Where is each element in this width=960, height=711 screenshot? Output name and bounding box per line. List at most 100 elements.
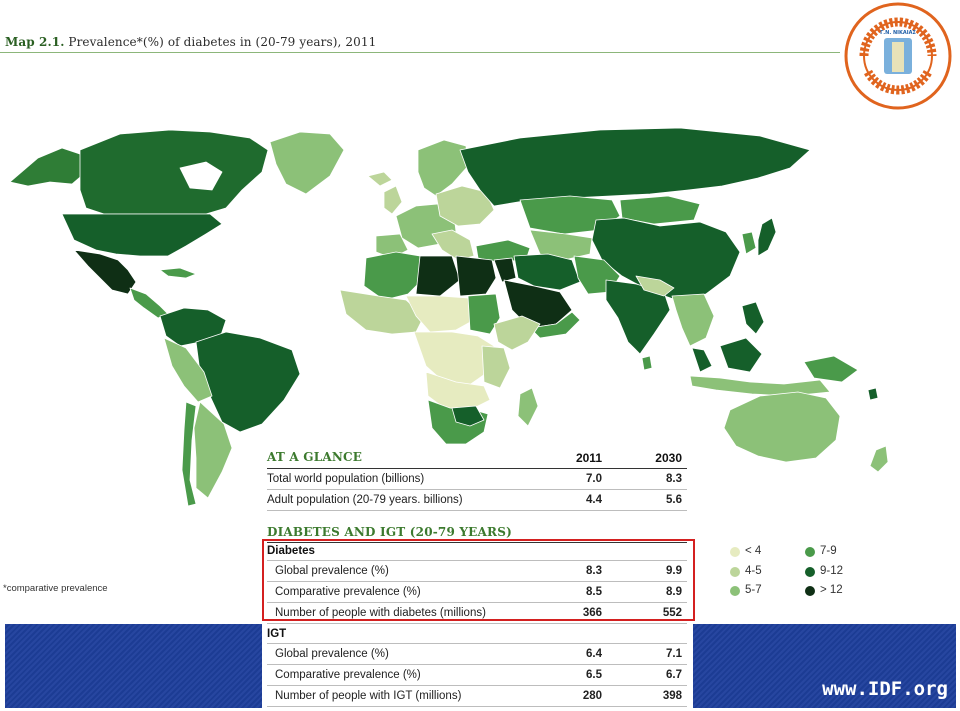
legend-swatch (805, 586, 815, 596)
idf-url[interactable]: www.IDF.org (822, 678, 948, 700)
map-region-argentina (193, 401, 233, 499)
map-region-papua-new-guinea (803, 355, 859, 383)
map-region-east-africa (481, 345, 511, 389)
map-region-usa (61, 213, 223, 257)
row-value-2030: 7.1 (666, 648, 682, 660)
footnote: *comparative prevalence (3, 583, 108, 594)
row-value-2030: 552 (662, 607, 682, 619)
map-region-new-zealand (869, 445, 889, 473)
map-region-libya (415, 255, 461, 297)
row-value-2030: 5.6 (666, 494, 682, 506)
map-region-japan (757, 217, 777, 257)
legend-label: 9-12 (820, 565, 844, 577)
legend-label: < 4 (745, 545, 762, 557)
map-title-text: Prevalence*(%) of diabetes in (20-79 yea… (68, 35, 377, 49)
map-region-madagascar (517, 387, 539, 427)
legend-label: 4-5 (745, 565, 762, 577)
map-region-central-africa (413, 331, 495, 387)
map-region-eastern-europe (435, 185, 495, 227)
row-label: Total world population (billions) (267, 473, 425, 485)
map-region-philippines (741, 301, 765, 335)
map-region-morocco-algeria (363, 251, 425, 301)
legend-label: > 12 (820, 584, 843, 596)
row-label: Number of people with IGT (millions) (275, 690, 462, 702)
table-row: Number of people with IGT (millions) 280… (267, 686, 687, 707)
map-region-italy-balkans (431, 229, 475, 261)
map-region-nepal-bangladesh (635, 275, 675, 297)
map-region-levant (493, 257, 517, 283)
map-region-angola-zambia (425, 371, 491, 411)
map-region-egypt (455, 255, 497, 297)
map-number: Map 2.1. (5, 35, 65, 49)
row-value-2030: 8.9 (666, 586, 682, 598)
year-2011-header: 2011 (575, 451, 602, 465)
map-region-malaysia (691, 347, 713, 373)
row-label: Global prevalence (%) (275, 648, 389, 660)
highlight-box (262, 539, 695, 621)
legend-label: 5-7 (745, 584, 762, 596)
map-region-australia (723, 391, 841, 463)
legend-swatch (730, 547, 740, 557)
map-region-chile (181, 401, 197, 507)
map-region-sri-lanka (641, 355, 653, 371)
table-row: Total world population (billions) 7.0 8.… (267, 469, 687, 490)
map-region-zimbabwe (451, 405, 485, 427)
map-region-russia (459, 127, 811, 207)
row-value-2030: 8.3 (666, 473, 682, 485)
stats-panel: AT A GLANCE 2011 2030 Total world popula… (262, 444, 693, 711)
map-region-korea (741, 231, 757, 255)
map-title: Map 2.1. Prevalence*(%) of diabetes in (… (5, 35, 376, 49)
row-value-2011: 4.4 (586, 494, 602, 506)
row-value-2011: 366 (582, 607, 602, 619)
map-region-alaska (9, 147, 87, 187)
world-map (9, 127, 889, 507)
at-a-glance-heading: AT A GLANCE (267, 450, 363, 464)
map-region-caribbean (159, 267, 197, 279)
map-region-hudson-bay (179, 161, 223, 191)
map-region-borneo (719, 337, 763, 373)
map-region-peru-bolivia (163, 337, 213, 403)
map-region-greenland (269, 131, 345, 195)
map-region-yemen-oman (529, 311, 581, 339)
map-region-pacific-islands (867, 387, 879, 401)
map-region-canada (79, 129, 269, 215)
row-label: Comparative prevalence (%) (275, 669, 421, 681)
map-region-central-asia (529, 229, 593, 261)
row-value-2011: 6.4 (586, 648, 602, 660)
row-value-2030: 9.9 (666, 565, 682, 577)
row-value-2011: 8.3 (586, 565, 602, 577)
legend-swatch (730, 586, 740, 596)
map-region-central-america (129, 287, 169, 319)
map-region-indonesia (689, 375, 831, 397)
map-region-horn-of-africa (493, 315, 541, 351)
map-region-uk (383, 185, 403, 215)
prevalence-legend: < 4 4-5 5-7 7-9 9-12 > 12 (730, 545, 870, 605)
row-value-2011: 8.5 (586, 586, 602, 598)
legend-label: 7-9 (820, 545, 837, 557)
table-row: Adult population (20-79 years. billions)… (267, 490, 687, 511)
clinic-logo: Γ.Ν. ΝΙΚΑΙΑΣ (844, 2, 952, 110)
table-row: Global prevalence (%) 8.3 9.9 (267, 561, 687, 582)
heading-rule (267, 468, 687, 469)
title-rule (0, 52, 840, 53)
legend-swatch (730, 567, 740, 577)
table-row: Comparative prevalence (%) 6.5 6.7 (267, 665, 687, 686)
igt-subheading: IGT (267, 626, 687, 644)
table-row: Global prevalence (%) 6.4 7.1 (267, 644, 687, 665)
map-region-iceland (367, 171, 393, 187)
map-region-scandinavia (417, 139, 469, 197)
row-value-2030: 6.7 (666, 669, 682, 681)
map-region-southeast-asia (671, 293, 715, 347)
logo-center-text: Γ.Ν. ΝΙΚΑΙΑΣ (880, 30, 916, 36)
table-row: Comparative prevalence (%) 8.5 8.9 (267, 582, 687, 603)
row-value-2011: 7.0 (586, 473, 602, 485)
diabetes-igt-heading: DIABETES AND IGT (20-79 YEARS) (267, 525, 512, 539)
row-label: Comparative prevalence (%) (275, 586, 421, 598)
row-label: Global prevalence (%) (275, 565, 389, 577)
table-row: Number of people with diabetes (millions… (267, 603, 687, 624)
year-2030-header: 2030 (655, 451, 682, 465)
legend-swatch (805, 547, 815, 557)
map-region-iraq-iran (513, 253, 581, 291)
row-label: Number of people with diabetes (millions… (275, 607, 486, 619)
row-value-2011: 6.5 (586, 669, 602, 681)
